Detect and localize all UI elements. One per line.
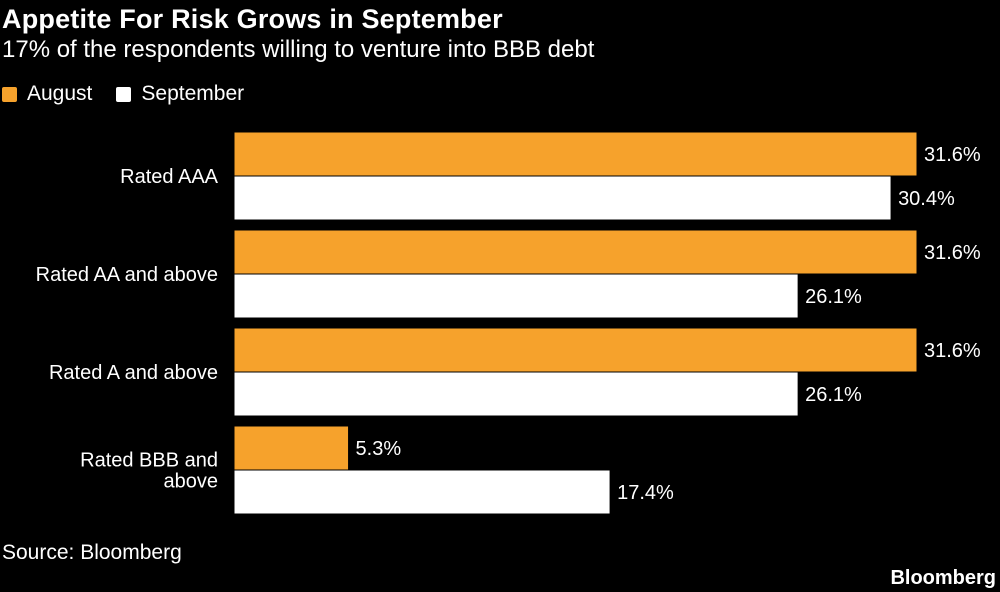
source-note: Source: Bloomberg	[2, 541, 182, 564]
bar-september	[233, 273, 799, 319]
category-label: Rated AA and above	[36, 264, 218, 286]
legend: August September	[2, 82, 244, 106]
data-label-september: 26.1%	[805, 384, 862, 406]
category-label: Rated A and above	[49, 362, 218, 384]
legend-label-september: September	[141, 82, 245, 105]
bar-august	[233, 131, 918, 177]
legend-item-august: August	[2, 82, 92, 106]
bar-september	[233, 371, 799, 417]
category-label: Rated AAA	[120, 166, 219, 188]
data-label-august: 5.3%	[356, 438, 402, 460]
legend-swatch-august	[2, 86, 17, 102]
chart-subtitle: 17% of the respondents willing to ventur…	[2, 36, 595, 63]
legend-swatch-september	[116, 86, 132, 102]
data-label-august: 31.6%	[924, 242, 981, 264]
bar-august	[233, 327, 918, 373]
data-label-august: 31.6%	[924, 144, 981, 166]
category-label: Rated BBB and	[80, 450, 218, 472]
data-label-september: 30.4%	[898, 188, 955, 210]
bar-august	[233, 229, 918, 275]
bar-august	[233, 425, 350, 471]
data-label-august: 31.6%	[924, 340, 981, 362]
legend-label-august: August	[27, 82, 93, 105]
data-label-september: 26.1%	[805, 286, 862, 308]
bloomberg-logo: Bloomberg	[890, 567, 996, 589]
data-label-september: 17.4%	[617, 482, 674, 504]
chart-title: Appetite For Risk Grows in September	[2, 4, 503, 34]
bar-september	[233, 469, 611, 515]
bar-september	[233, 175, 892, 221]
legend-item-september: September	[116, 82, 244, 106]
category-label: above	[164, 471, 219, 493]
